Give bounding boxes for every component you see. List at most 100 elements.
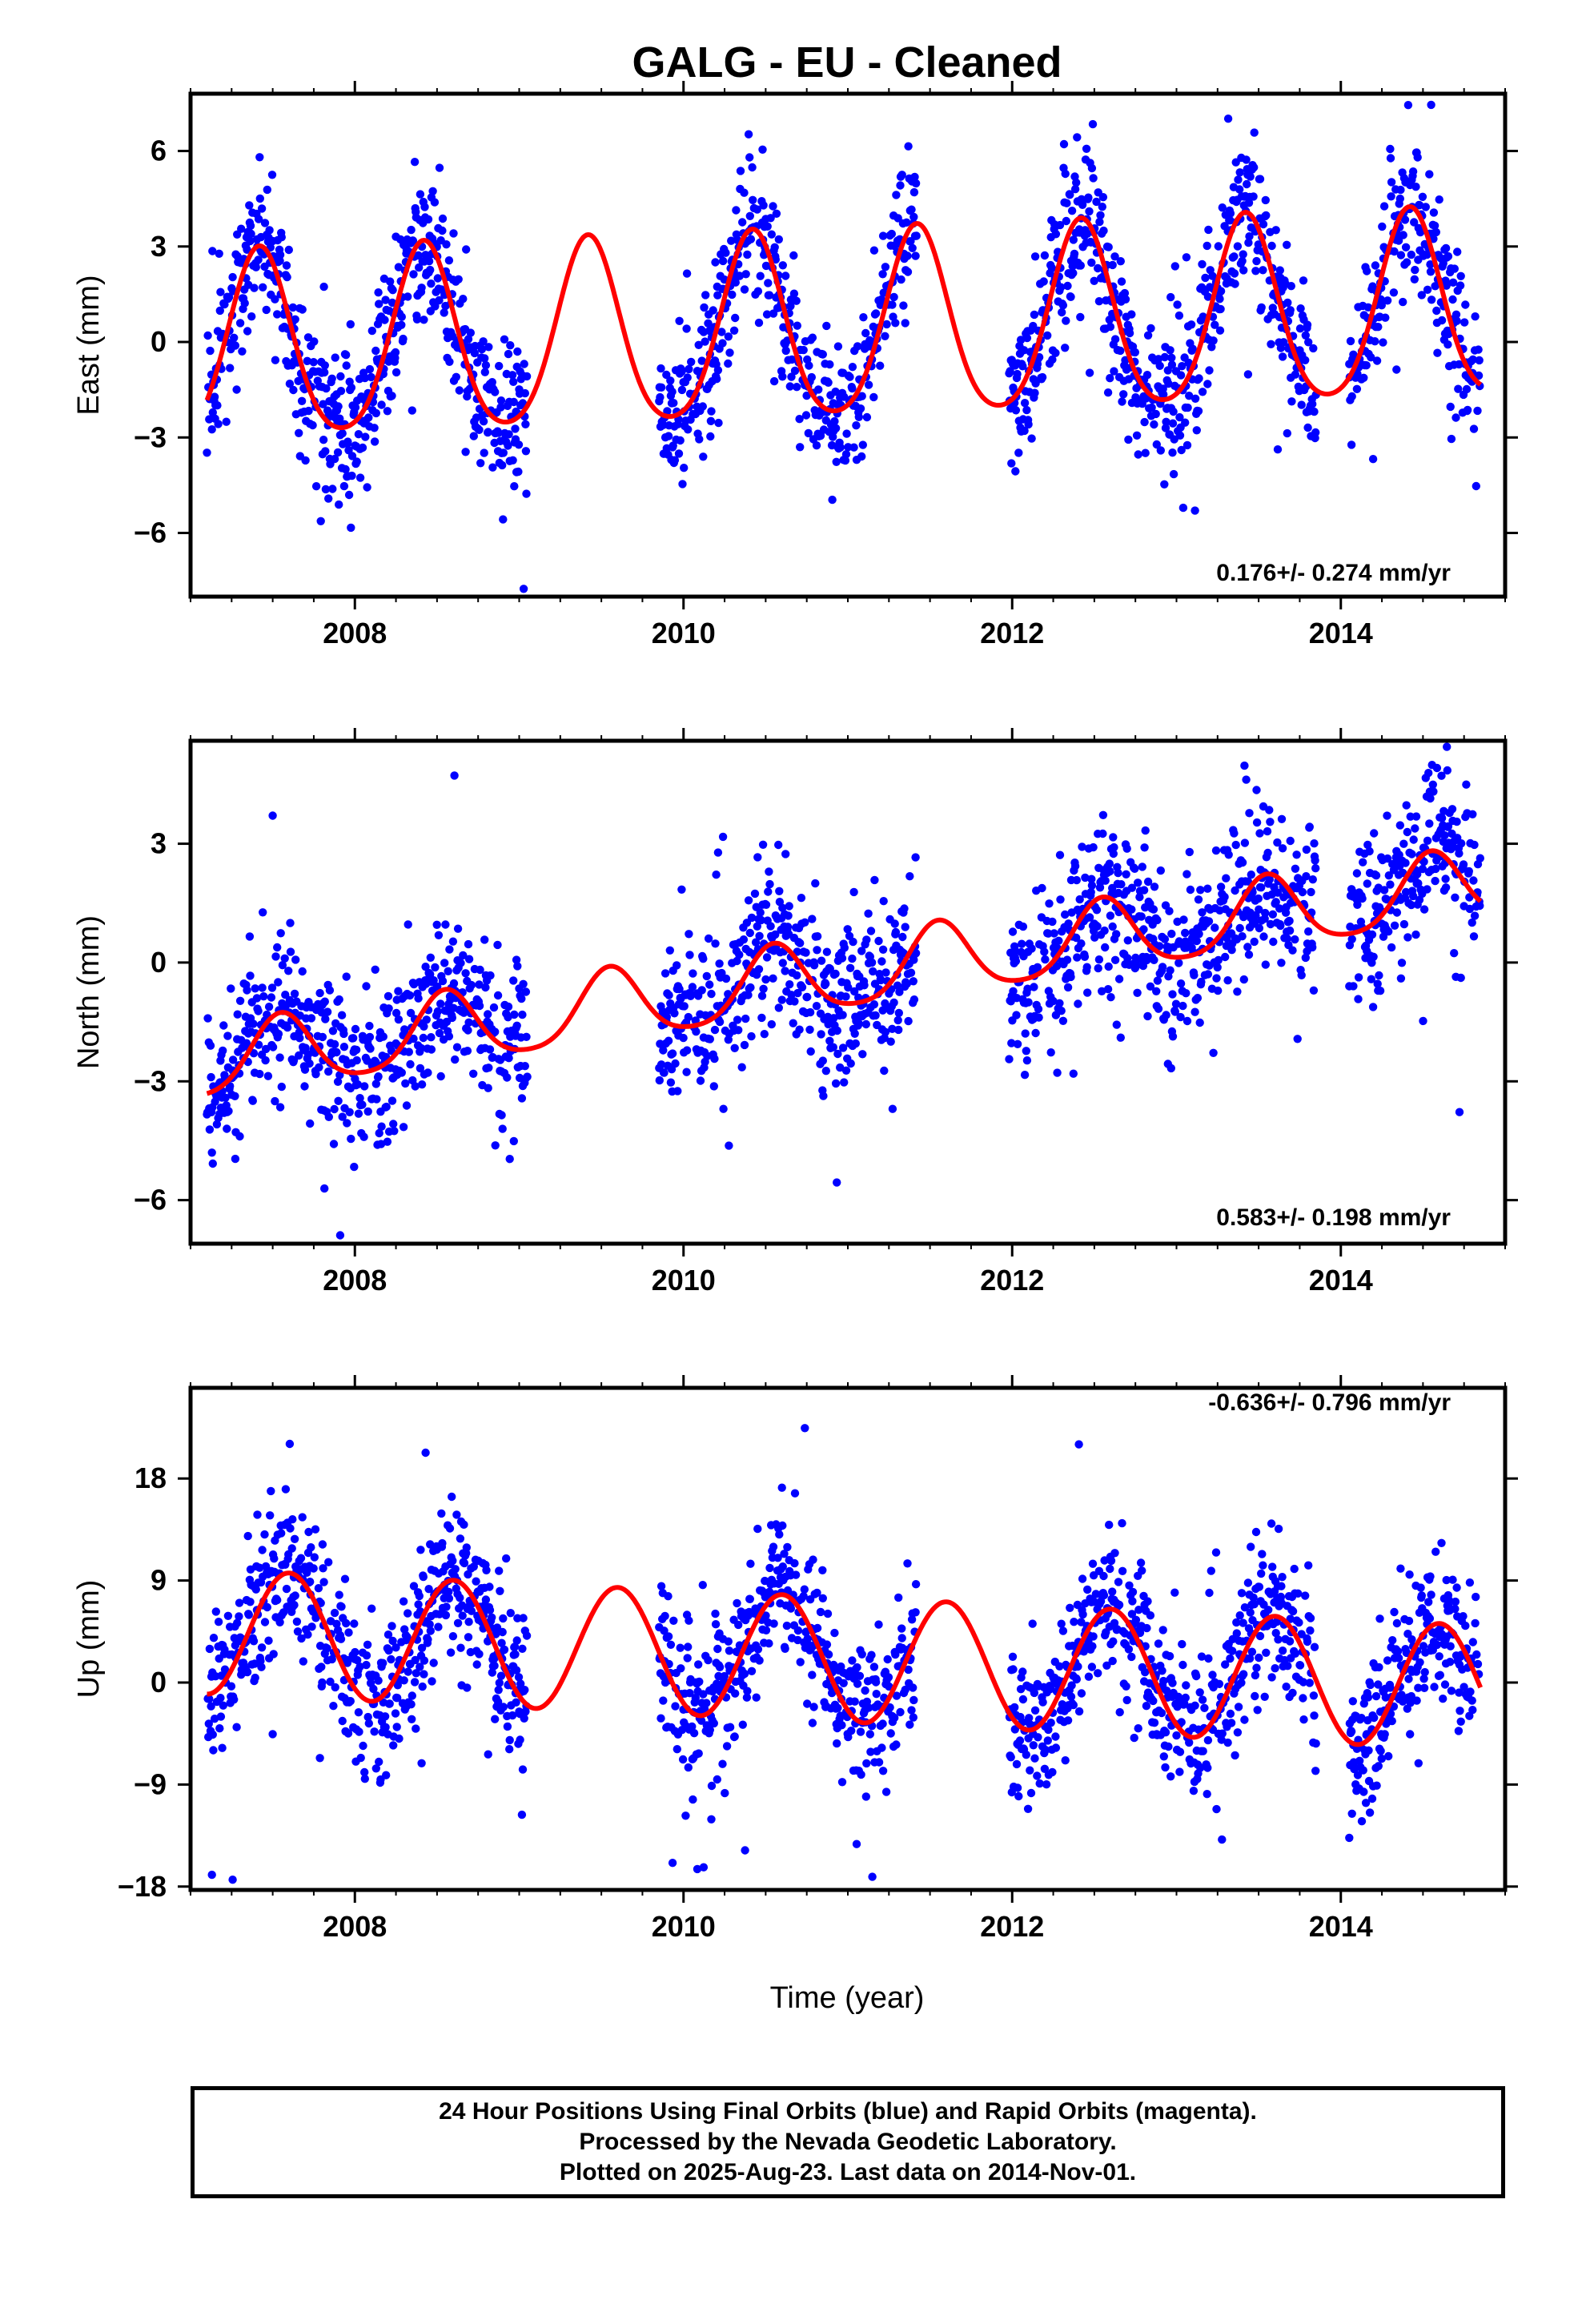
east-data-point <box>745 153 754 162</box>
up-data-point <box>699 1690 708 1699</box>
east-data-point <box>724 332 733 341</box>
north-data-point <box>1094 963 1102 973</box>
up-data-point <box>881 1787 891 1796</box>
east-data-point <box>1167 353 1176 362</box>
north-data-point <box>1143 1011 1152 1021</box>
up-data-point <box>1018 1667 1027 1676</box>
north-data-point <box>789 1019 797 1027</box>
east-data-point <box>1413 153 1422 162</box>
north-data-point <box>1194 895 1203 904</box>
north-data-point <box>753 853 762 862</box>
east-data-point <box>354 430 363 439</box>
north-data-point <box>449 979 459 988</box>
east-data-point <box>1166 292 1175 302</box>
up-data-point <box>1122 1682 1130 1691</box>
north-data-point <box>276 929 285 938</box>
north-data-point <box>705 980 714 989</box>
east-data-point <box>1146 324 1155 333</box>
north-data-point <box>721 974 731 983</box>
east-data-point <box>769 202 777 211</box>
east-data-point <box>869 392 878 402</box>
up-data-point <box>839 1679 848 1687</box>
north-data-point <box>1443 742 1452 751</box>
north-data-point <box>909 977 918 986</box>
up-data-point <box>897 1634 906 1642</box>
up-data-point <box>472 1660 481 1669</box>
north-data-point <box>740 1040 749 1050</box>
north-data-point <box>1182 870 1191 879</box>
north-data-point <box>1261 960 1271 969</box>
north-data-point <box>307 1014 316 1023</box>
east-data-point <box>1310 407 1319 416</box>
east-data-point <box>1059 139 1069 149</box>
up-data-point <box>1088 1559 1098 1568</box>
east-data-point <box>347 471 356 480</box>
east-data-point <box>1473 406 1482 416</box>
east-data-point <box>1461 300 1470 309</box>
north-data-point <box>1423 885 1431 894</box>
east-data-point <box>336 372 345 381</box>
up-data-point <box>331 1683 339 1692</box>
north-data-point <box>1441 875 1450 883</box>
east-y-axis-label: East (mm) <box>72 275 106 415</box>
up-data-point <box>746 1559 755 1568</box>
east-data-point <box>479 417 488 426</box>
east-data-point <box>309 358 318 367</box>
north-data-point <box>1235 923 1244 933</box>
east-data-point <box>781 271 790 280</box>
east-data-point <box>480 354 489 363</box>
up-data-point <box>506 1609 515 1618</box>
north-data-point <box>725 1141 733 1150</box>
north-data-point <box>1399 919 1409 929</box>
north-data-point <box>342 972 351 981</box>
east-data-point <box>831 387 840 396</box>
north-data-point <box>235 1132 244 1141</box>
north-data-point <box>894 1025 903 1035</box>
north-data-point <box>833 1178 841 1187</box>
east-data-point <box>1043 331 1052 340</box>
east-data-point <box>1108 260 1117 270</box>
north-data-point <box>1238 858 1247 867</box>
up-data-point <box>1038 1698 1047 1707</box>
east-data-point <box>694 340 703 349</box>
east-data-point <box>338 429 347 438</box>
up-data-point <box>343 1729 353 1738</box>
north-data-point <box>711 939 720 948</box>
up-data-point <box>780 1550 789 1558</box>
north-data-point <box>888 1024 897 1034</box>
up-data-point <box>1138 1566 1146 1575</box>
up-data-point <box>209 1634 219 1642</box>
north-data-point <box>1440 831 1449 840</box>
east-data-point <box>869 246 879 255</box>
east-data-point <box>213 401 222 410</box>
east-data-point <box>767 230 776 239</box>
north-data-point <box>744 896 753 905</box>
north-data-point <box>1008 927 1018 936</box>
up-data-point <box>472 1577 480 1586</box>
up-data-point <box>864 1703 873 1712</box>
north-data-point <box>831 969 840 979</box>
east-data-point <box>888 300 897 309</box>
up-data-point <box>512 1698 520 1707</box>
up-data-point <box>724 1637 733 1646</box>
north-data-point <box>267 993 276 1002</box>
up-data-point <box>444 1594 454 1603</box>
north-data-point <box>1263 826 1272 836</box>
north-data-point <box>248 1096 257 1105</box>
up-data-point <box>1108 1587 1117 1596</box>
up-data-point <box>790 1489 800 1498</box>
east-data-point <box>319 400 327 408</box>
up-data-point <box>1046 1719 1055 1727</box>
north-data-point <box>849 887 858 897</box>
east-data-point <box>381 296 390 304</box>
east-data-point <box>454 275 463 283</box>
east-data-point <box>1011 406 1021 415</box>
up-data-point <box>514 1673 524 1682</box>
north-data-point <box>805 1007 815 1017</box>
east-data-point <box>347 383 356 392</box>
east-data-point <box>375 300 383 308</box>
east-y-tick-label: 6 <box>151 135 167 167</box>
up-data-point <box>1077 1689 1086 1698</box>
north-data-point <box>464 955 474 963</box>
